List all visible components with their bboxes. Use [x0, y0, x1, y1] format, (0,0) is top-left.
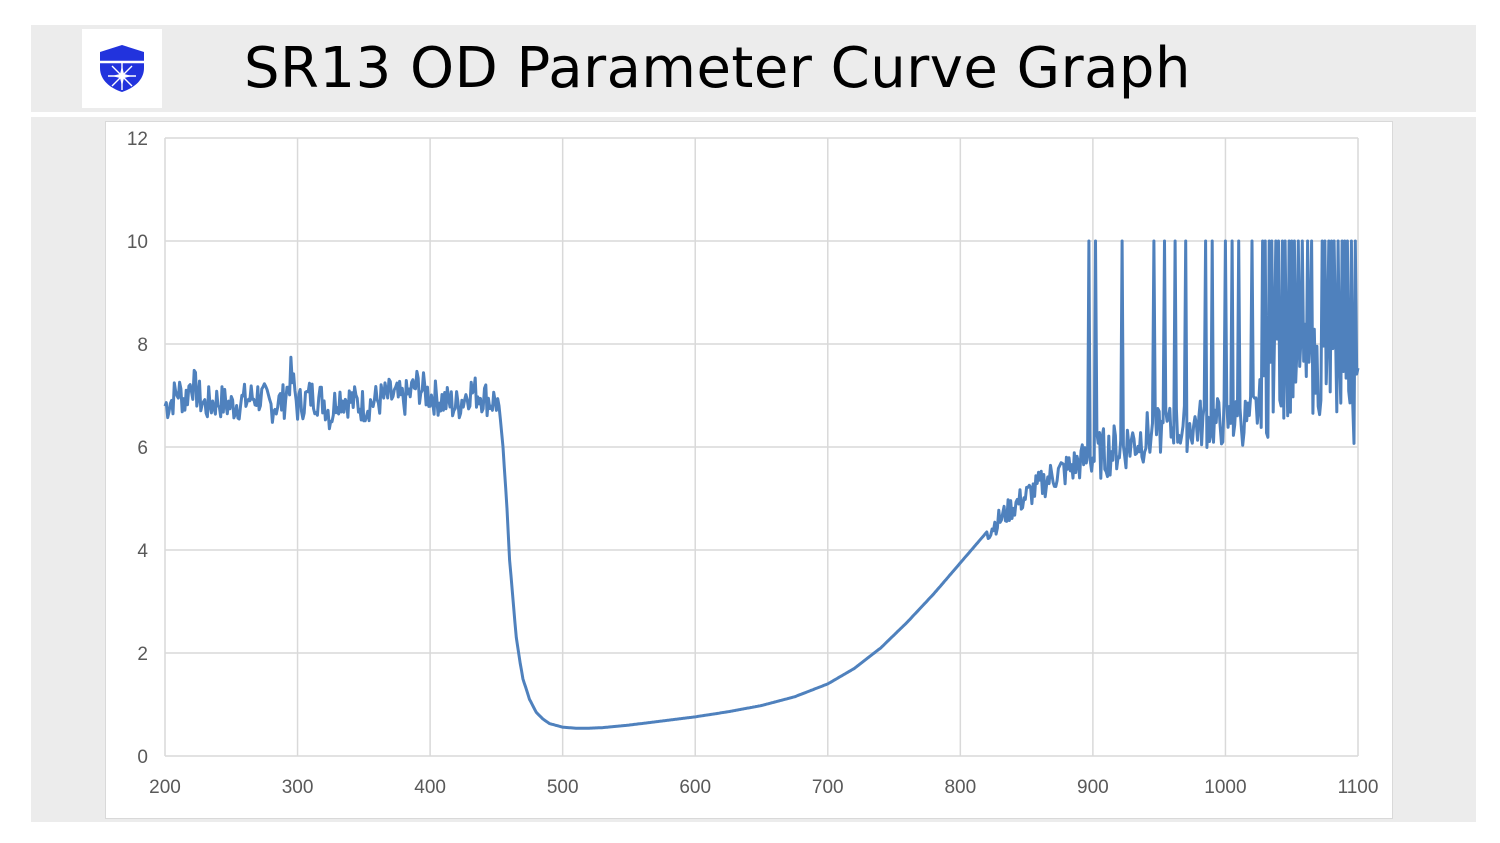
y-tick-label-4: 8	[137, 335, 148, 356]
x-tick-label-2: 400	[414, 777, 446, 798]
x-tick-label-8: 1000	[1204, 777, 1246, 798]
x-tick-label-1: 300	[282, 777, 314, 798]
logo	[82, 29, 162, 108]
page-title: SR13 OD Parameter Curve Graph	[244, 36, 1191, 101]
x-tick-label-5: 700	[812, 777, 844, 798]
x-tick-label-7: 900	[1077, 777, 1109, 798]
header-band	[31, 25, 1476, 112]
shield-sparkle-icon	[100, 45, 144, 92]
x-tick-label-9: 1100	[1338, 777, 1379, 798]
y-tick-label-2: 4	[137, 541, 148, 562]
y-tick-label-6: 12	[127, 129, 148, 150]
y-tick-label-3: 6	[137, 438, 148, 459]
series-line-0	[163, 239, 1360, 730]
x-tick-label-4: 600	[679, 777, 711, 798]
line-chart: 200 300 400 500 600 700 800 900 1000 1100 0 2 4 6 8 10 1…	[127, 129, 1379, 798]
chart-panel: 200 300 400 500 600 700 800 900 1000 1100 0 2 4 6 8 10 1…	[105, 121, 1393, 819]
y-tick-label-1: 2	[137, 644, 148, 665]
x-tick-label-6: 800	[944, 777, 976, 798]
y-tick-label-5: 10	[127, 232, 148, 253]
x-tick-label-0: 200	[149, 777, 181, 798]
x-tick-label-3: 500	[547, 777, 579, 798]
y-tick-label-0: 0	[137, 747, 148, 768]
